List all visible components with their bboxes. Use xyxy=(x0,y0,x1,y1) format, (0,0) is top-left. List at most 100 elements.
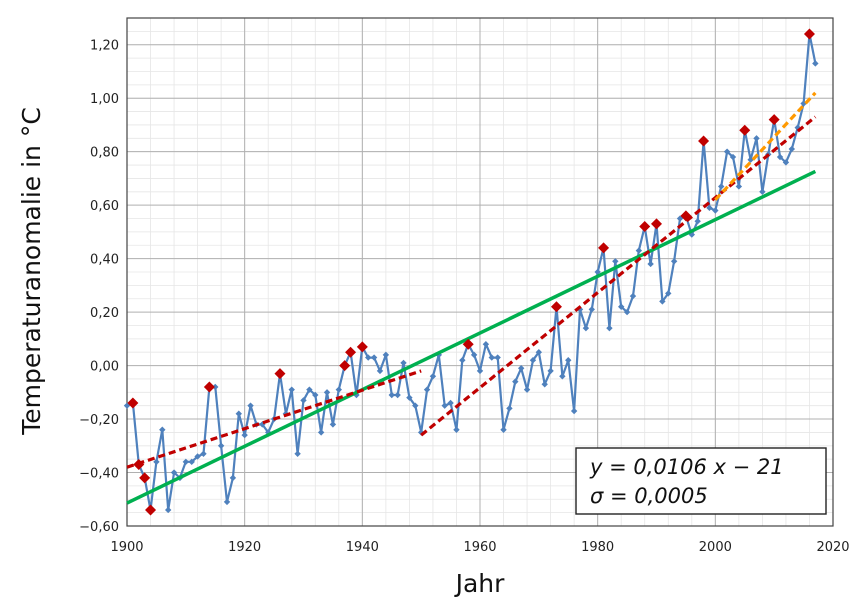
record-year-marker xyxy=(274,368,286,380)
y-tick-label: 0,40 xyxy=(90,253,119,268)
anomaly-data-point xyxy=(441,402,448,409)
anomaly-data-point xyxy=(423,386,431,393)
anomaly-data-point xyxy=(723,148,731,155)
anomaly-data-point xyxy=(370,354,378,361)
anomaly-data-point xyxy=(523,386,531,393)
x-tick-label: 2020 xyxy=(816,540,849,555)
anomaly-data-point xyxy=(776,153,784,161)
anomaly-data-point xyxy=(729,153,737,161)
anomaly-data-point xyxy=(570,407,578,415)
anomaly-data-point xyxy=(718,183,725,190)
record-year-marker xyxy=(462,338,474,350)
anomaly-data-point xyxy=(735,183,743,190)
x-tick-label: 1900 xyxy=(110,540,143,555)
anomaly-data-point xyxy=(512,378,519,385)
anomaly-data-point xyxy=(659,298,666,305)
anomaly-data-point xyxy=(535,349,543,356)
x-tick-label: 2000 xyxy=(699,540,732,555)
anomaly-data-point xyxy=(500,426,507,433)
anomaly-data-point xyxy=(188,458,195,466)
x-tick-label: 1960 xyxy=(463,540,496,555)
anomaly-data-point xyxy=(412,402,419,409)
y-tick-label: 0,80 xyxy=(90,146,119,161)
anomaly-data-point xyxy=(476,367,484,375)
anomaly-data-point xyxy=(623,308,631,316)
y-axis-title: Temperaturanomalie in °C xyxy=(17,107,46,436)
anomaly-data-point xyxy=(688,231,695,238)
anomaly-data-point xyxy=(200,450,207,458)
record-year-marker xyxy=(651,218,662,230)
anomaly-data-point xyxy=(447,399,454,407)
anomaly-data-point xyxy=(629,292,637,300)
record-year-marker xyxy=(339,360,351,372)
y-tick-label: 1,20 xyxy=(90,39,119,54)
anomaly-data-point xyxy=(306,386,313,393)
anomaly-data-point xyxy=(365,354,372,361)
record-year-marker xyxy=(139,472,151,484)
anomaly-data-point xyxy=(559,373,566,380)
dashed-trend-line xyxy=(126,369,422,469)
anomaly-data-point xyxy=(506,405,513,412)
annotation-box xyxy=(575,447,827,515)
anomaly-data-point xyxy=(612,258,619,265)
plot-area-frame xyxy=(126,17,834,527)
anomaly-data-point xyxy=(182,458,190,466)
y-tick-label: −0,20 xyxy=(79,413,119,428)
data-series xyxy=(123,28,819,516)
anomaly-data-point xyxy=(488,354,495,361)
anomaly-data-point xyxy=(759,188,766,195)
linear-regression-line xyxy=(126,169,817,505)
anomaly-data-point xyxy=(588,306,595,313)
anomaly-data-point xyxy=(394,391,401,399)
x-axis-title: Jahr xyxy=(454,569,506,598)
anomaly-data-point xyxy=(382,351,390,359)
record-year-marker xyxy=(680,210,692,222)
anomaly-data-point xyxy=(317,429,325,436)
anomaly-data-point xyxy=(194,453,201,460)
anomaly-data-point xyxy=(582,324,590,332)
anomaly-data-point xyxy=(812,60,819,67)
regression-sigma: σ = 0,0005 xyxy=(590,484,708,508)
anomaly-data-point xyxy=(565,357,572,364)
anomaly-data-point xyxy=(747,156,754,163)
y-tick-label: −0,60 xyxy=(79,520,119,535)
anomaly-data-point xyxy=(541,381,548,388)
anomaly-data-point xyxy=(788,145,796,153)
record-year-marker xyxy=(803,28,815,40)
anomaly-data-point xyxy=(670,258,678,265)
record-year-marker xyxy=(598,242,610,254)
y-tick-label: 0,60 xyxy=(90,199,119,214)
anomaly-data-point xyxy=(212,383,219,391)
regression-equation: y = 0,0106 x − 21 xyxy=(589,455,784,479)
anomaly-data-point xyxy=(606,324,613,332)
y-tick-label: 0,20 xyxy=(90,306,119,321)
record-year-marker xyxy=(639,221,651,233)
anomaly-data-point xyxy=(453,426,460,433)
record-year-marker xyxy=(739,124,751,136)
anomaly-data-point xyxy=(712,207,719,214)
anomaly-data-point xyxy=(694,218,701,225)
anomaly-data-point xyxy=(517,365,525,372)
dashed-trend-line xyxy=(420,115,817,437)
anomaly-data-point xyxy=(229,474,237,482)
anomaly-data-point xyxy=(576,306,584,313)
anomaly-data-point xyxy=(153,458,160,466)
y-tick-label: −0,40 xyxy=(79,467,119,482)
anomaly-data-point xyxy=(647,260,654,268)
anomaly-data-point xyxy=(753,135,760,142)
anomaly-data-point xyxy=(800,100,807,107)
anomaly-data-point xyxy=(429,373,437,380)
anomaly-data-point xyxy=(300,397,307,404)
anomaly-data-point xyxy=(247,402,254,409)
anomaly-data-point xyxy=(482,340,490,348)
anomaly-data-point xyxy=(547,367,554,375)
dashed-trend-line xyxy=(714,91,817,201)
anomaly-data-point xyxy=(459,357,466,364)
anomaly-data-point xyxy=(312,391,319,399)
anomaly-data-point xyxy=(529,357,537,364)
x-tick-label: 1920 xyxy=(228,540,261,555)
record-year-marker xyxy=(133,459,145,471)
anomaly-data-point xyxy=(217,442,225,449)
anomaly-data-point xyxy=(406,394,413,401)
